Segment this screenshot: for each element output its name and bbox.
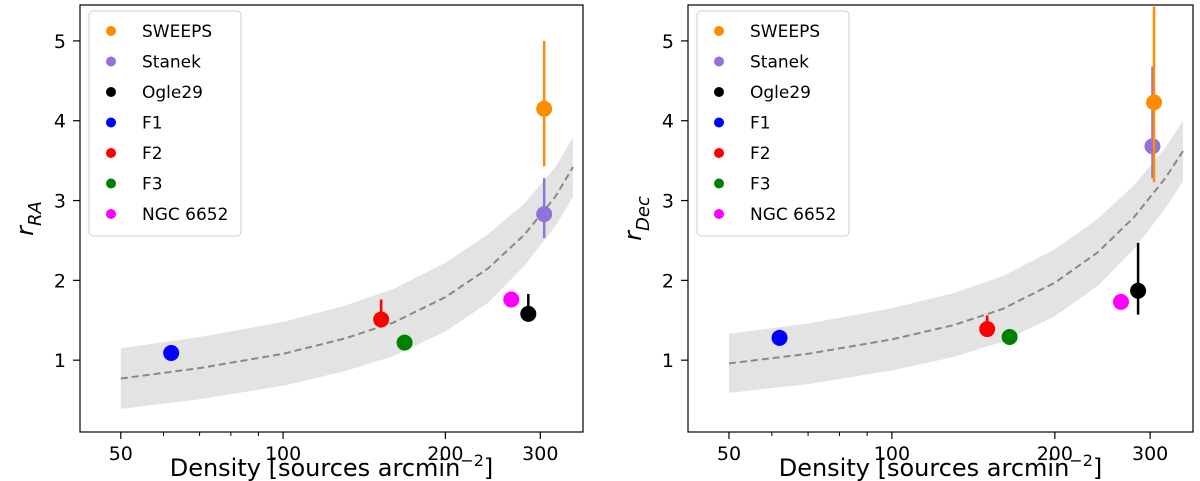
- legend-label-f2: F2: [750, 144, 771, 164]
- legend-label-sweeps: SWEEPS: [750, 22, 820, 42]
- point-ngc-6652: [1112, 293, 1129, 310]
- legend-label-f2: F2: [142, 144, 163, 164]
- y-axis-label: rDec: [619, 196, 654, 241]
- point-f2: [979, 321, 996, 338]
- y-tick-label: 4: [662, 111, 674, 133]
- legend-marker-f3: [714, 178, 724, 189]
- legend-marker-f1: [714, 117, 724, 128]
- x-tick-label: 50: [717, 443, 741, 465]
- y-tick-label: 5: [54, 31, 66, 53]
- x-axis-label-end: ]: [1093, 454, 1102, 481]
- legend-marker-f1: [106, 117, 116, 128]
- x-axis-label-superscript: −2: [460, 451, 484, 470]
- y-tick-label: 4: [54, 111, 66, 133]
- legend-marker-sweeps: [106, 26, 116, 36]
- y-tick-label: 2: [54, 270, 66, 292]
- point-sweeps: [536, 100, 553, 117]
- legend-label-f1: F1: [142, 114, 163, 134]
- point-f3: [1001, 329, 1018, 346]
- legend-marker-ngc-6652: [714, 209, 724, 219]
- legend-label-f3: F3: [750, 175, 771, 195]
- legend-marker-f2: [106, 148, 116, 158]
- legend-marker-stanek: [106, 56, 116, 67]
- x-axis-label-text: Density [sources arcmin: [779, 454, 1070, 481]
- point-ogle29: [520, 305, 537, 322]
- axes-frame: [687, 4, 1194, 433]
- y-tick-label: 1: [662, 350, 674, 372]
- x-tick-label: 300: [1132, 443, 1168, 465]
- legend-marker-stanek: [714, 56, 724, 67]
- x-tick-label: 300: [522, 443, 558, 465]
- x-tick-label: 100: [874, 443, 910, 465]
- legend-marker-f2: [714, 148, 724, 158]
- legend-label-stanek: Stanek: [750, 53, 809, 73]
- y-tick-label: 1: [54, 350, 66, 372]
- confidence-band: [729, 120, 1183, 393]
- point-sweeps: [1146, 94, 1163, 111]
- point-stanek: [1144, 138, 1161, 155]
- fit-curve-dashed: [728, 150, 1184, 365]
- point-f3: [396, 334, 413, 351]
- legend-marker-sweeps: [714, 26, 724, 36]
- legend-label-ngc-6652: NGC 6652: [750, 205, 836, 225]
- legend-label-stanek: Stanek: [142, 53, 201, 73]
- y-axis-label-main: r: [11, 224, 39, 236]
- x-tick-label: 100: [265, 443, 301, 465]
- legend-marker-ngc-6652: [106, 209, 116, 219]
- x-tick-label: 50: [109, 443, 133, 465]
- point-f1: [771, 329, 788, 346]
- y-axis-label-main: r: [619, 229, 647, 241]
- legend-box: [88, 10, 242, 237]
- y-tick-label: 3: [54, 191, 66, 213]
- y-axis-label-subscript: Dec: [633, 196, 654, 231]
- left-chart-panel: 50 100 200 300 1 2 3 4 5 Density [sources arcmin−…: [11, 4, 584, 481]
- legend-label-ogle29: Ogle29: [142, 83, 203, 103]
- point-ngc-6652: [503, 291, 520, 308]
- legend-label-f1: F1: [750, 114, 771, 134]
- y-axis-label-subscript: RA: [25, 201, 46, 226]
- x-axis-label: Density [sources arcmin−2]: [779, 451, 1103, 481]
- point-stanek: [536, 206, 553, 223]
- axes-frame: [79, 4, 584, 433]
- legend-marker-ogle29: [106, 87, 116, 97]
- y-axis-label: rRA: [11, 201, 46, 236]
- legend-label-ngc-6652: NGC 6652: [142, 205, 228, 225]
- x-axis-label-end: ]: [484, 454, 493, 481]
- y-tick-label: 3: [662, 191, 674, 213]
- legend-label-ogle29: Ogle29: [750, 83, 811, 103]
- legend-marker-ogle29: [714, 87, 724, 97]
- x-axis-label-text: Density [sources arcmin: [170, 454, 461, 481]
- right-chart-panel: 50 100 200 300 1 2 3 4 5 Density [sources arcmin−…: [619, 4, 1194, 481]
- legend-label-sweeps: SWEEPS: [142, 22, 212, 42]
- x-axis-label: Density [sources arcmin−2]: [170, 451, 494, 481]
- x-axis-label-superscript: −2: [1069, 451, 1093, 470]
- point-ogle29: [1130, 282, 1147, 299]
- point-f1: [163, 344, 180, 361]
- legend-marker-f3: [106, 178, 116, 189]
- y-tick-label: 5: [662, 31, 674, 53]
- x-tick-label: 200: [1037, 443, 1073, 465]
- confidence-band: [120, 137, 574, 409]
- y-tick-label: 2: [662, 270, 674, 292]
- x-tick-label: 200: [427, 443, 463, 465]
- legend-box: [696, 10, 850, 237]
- legend-label-f3: F3: [142, 175, 163, 195]
- point-f2: [373, 311, 390, 328]
